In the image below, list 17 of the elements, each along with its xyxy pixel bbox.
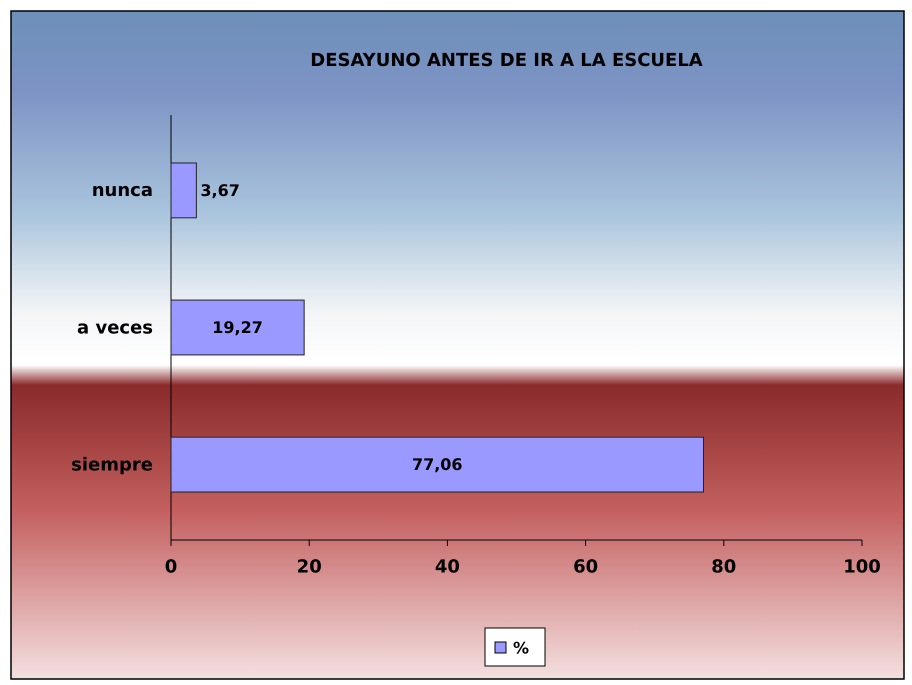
bar — [170, 436, 704, 493]
y-tick-label: nunca — [92, 180, 153, 202]
chart-title: DESAYUNO ANTES DE IR A LA ESCUELA — [310, 50, 703, 71]
x-tick-label: 60 — [573, 556, 598, 578]
bar — [170, 162, 197, 218]
y-tick-label: a veces — [77, 317, 153, 338]
x-tick-label: 20 — [296, 556, 322, 578]
text: % — [513, 638, 530, 658]
x-tick-label: 0 — [164, 556, 178, 578]
x-tick-label: 40 — [434, 556, 460, 578]
y-tick-label: siempre — [71, 454, 153, 476]
data-label: 77,06 — [412, 455, 463, 474]
data-label: 19,27 — [212, 318, 263, 338]
x-tick-label: 80 — [711, 556, 736, 578]
bar — [170, 300, 305, 356]
x-tick-label: 100 — [843, 556, 881, 578]
data-label: 3,67 — [200, 181, 240, 200]
